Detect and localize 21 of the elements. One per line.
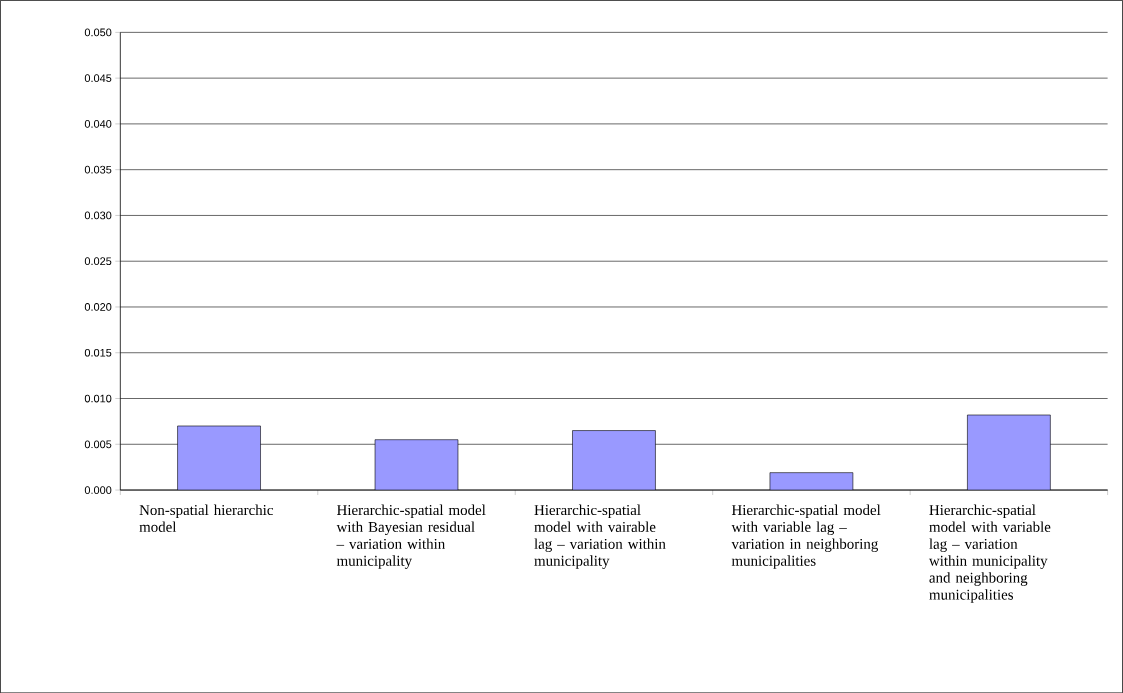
- y-tick-label: 0.020: [84, 302, 112, 311]
- y-tick-label: 0.005: [84, 440, 112, 449]
- y-tick-label: 0.035: [84, 165, 112, 174]
- x-tick-label: Hierarchic-spatial model with variable lag – variation in neighboring municipalities: [731, 504, 881, 569]
- y-tick-label: 0.045: [84, 74, 112, 82]
- bar: [374, 439, 459, 490]
- bar: [967, 414, 1051, 490]
- y-tick-label: 0.000: [84, 486, 112, 494]
- bar: [572, 430, 656, 490]
- x-tick-label: Hierarchic-spatial model with Bayesian residual – variation within municipality: [336, 504, 486, 569]
- x-tick-label: Hierarchic-spatial model with vairable lag – variation within municipality: [534, 504, 666, 569]
- y-tick-label: 0.015: [84, 348, 112, 357]
- y-tick-label: 0.010: [84, 394, 112, 403]
- x-tick-label: Non-spatial hierarchic model: [139, 504, 273, 532]
- x-tick-label: Hierarchic-spatial model with variable lag – variation within municipality and neighboring municipalities: [928, 504, 1051, 603]
- y-tick-label: 0.050: [84, 28, 112, 37]
- bar: [177, 425, 261, 490]
- bar: [769, 472, 854, 490]
- y-tick-label: 0.030: [84, 211, 112, 220]
- y-tick-label: 0.025: [84, 257, 112, 265]
- y-tick-label: 0.040: [84, 119, 112, 128]
